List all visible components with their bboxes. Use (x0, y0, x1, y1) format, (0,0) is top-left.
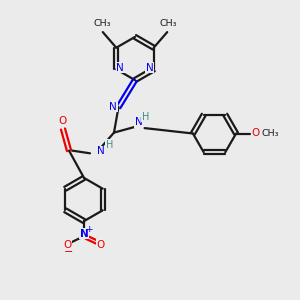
Text: N: N (135, 117, 142, 127)
Text: N: N (80, 229, 88, 239)
Text: H: H (106, 140, 113, 150)
Text: −: − (64, 247, 74, 257)
Text: O: O (96, 240, 105, 250)
Text: CH₃: CH₃ (261, 129, 279, 138)
Text: CH₃: CH₃ (160, 19, 178, 28)
Text: CH₃: CH₃ (93, 19, 111, 28)
Text: N: N (109, 101, 117, 112)
Text: O: O (58, 116, 67, 127)
Text: N: N (97, 146, 104, 157)
Text: N: N (116, 63, 124, 73)
Text: O: O (251, 128, 260, 138)
Text: N: N (146, 63, 154, 73)
Text: O: O (63, 240, 72, 250)
Text: H: H (142, 112, 149, 122)
Text: +: + (85, 225, 92, 234)
